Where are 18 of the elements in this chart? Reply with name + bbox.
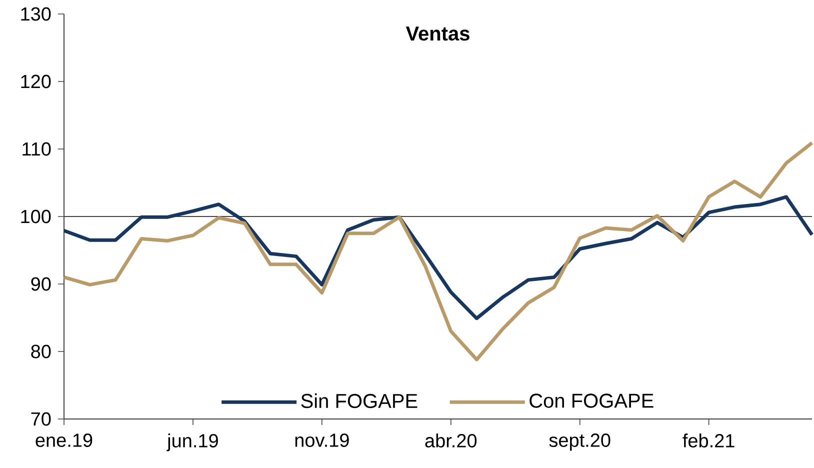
- y-tick-label: 80: [31, 344, 51, 358]
- y-tick-label: 100: [21, 210, 51, 224]
- legend-label: Sin FOGAPE: [301, 393, 418, 408]
- x-tick-label: sept.20: [549, 434, 610, 451]
- line-series: [62, 195, 814, 320]
- x-tick-label: nov.19: [295, 434, 349, 447]
- x-tick-label: abr.20: [425, 434, 477, 448]
- x-tick-label: feb.21: [682, 434, 734, 448]
- y-tick-label: 120: [21, 74, 51, 88]
- legend-label: Con FOGAPE: [530, 394, 654, 408]
- x-tick-label: jun.19: [166, 434, 218, 452]
- line-series: [62, 141, 814, 362]
- y-tick-label: 110: [22, 142, 51, 156]
- y-tick-label: 90: [31, 277, 51, 291]
- x-tick-label: ene.19: [36, 434, 92, 447]
- y-tick-label: 70: [31, 412, 51, 426]
- chart-title: Ventas: [406, 26, 470, 41]
- y-tick-label: 130: [21, 7, 51, 21]
